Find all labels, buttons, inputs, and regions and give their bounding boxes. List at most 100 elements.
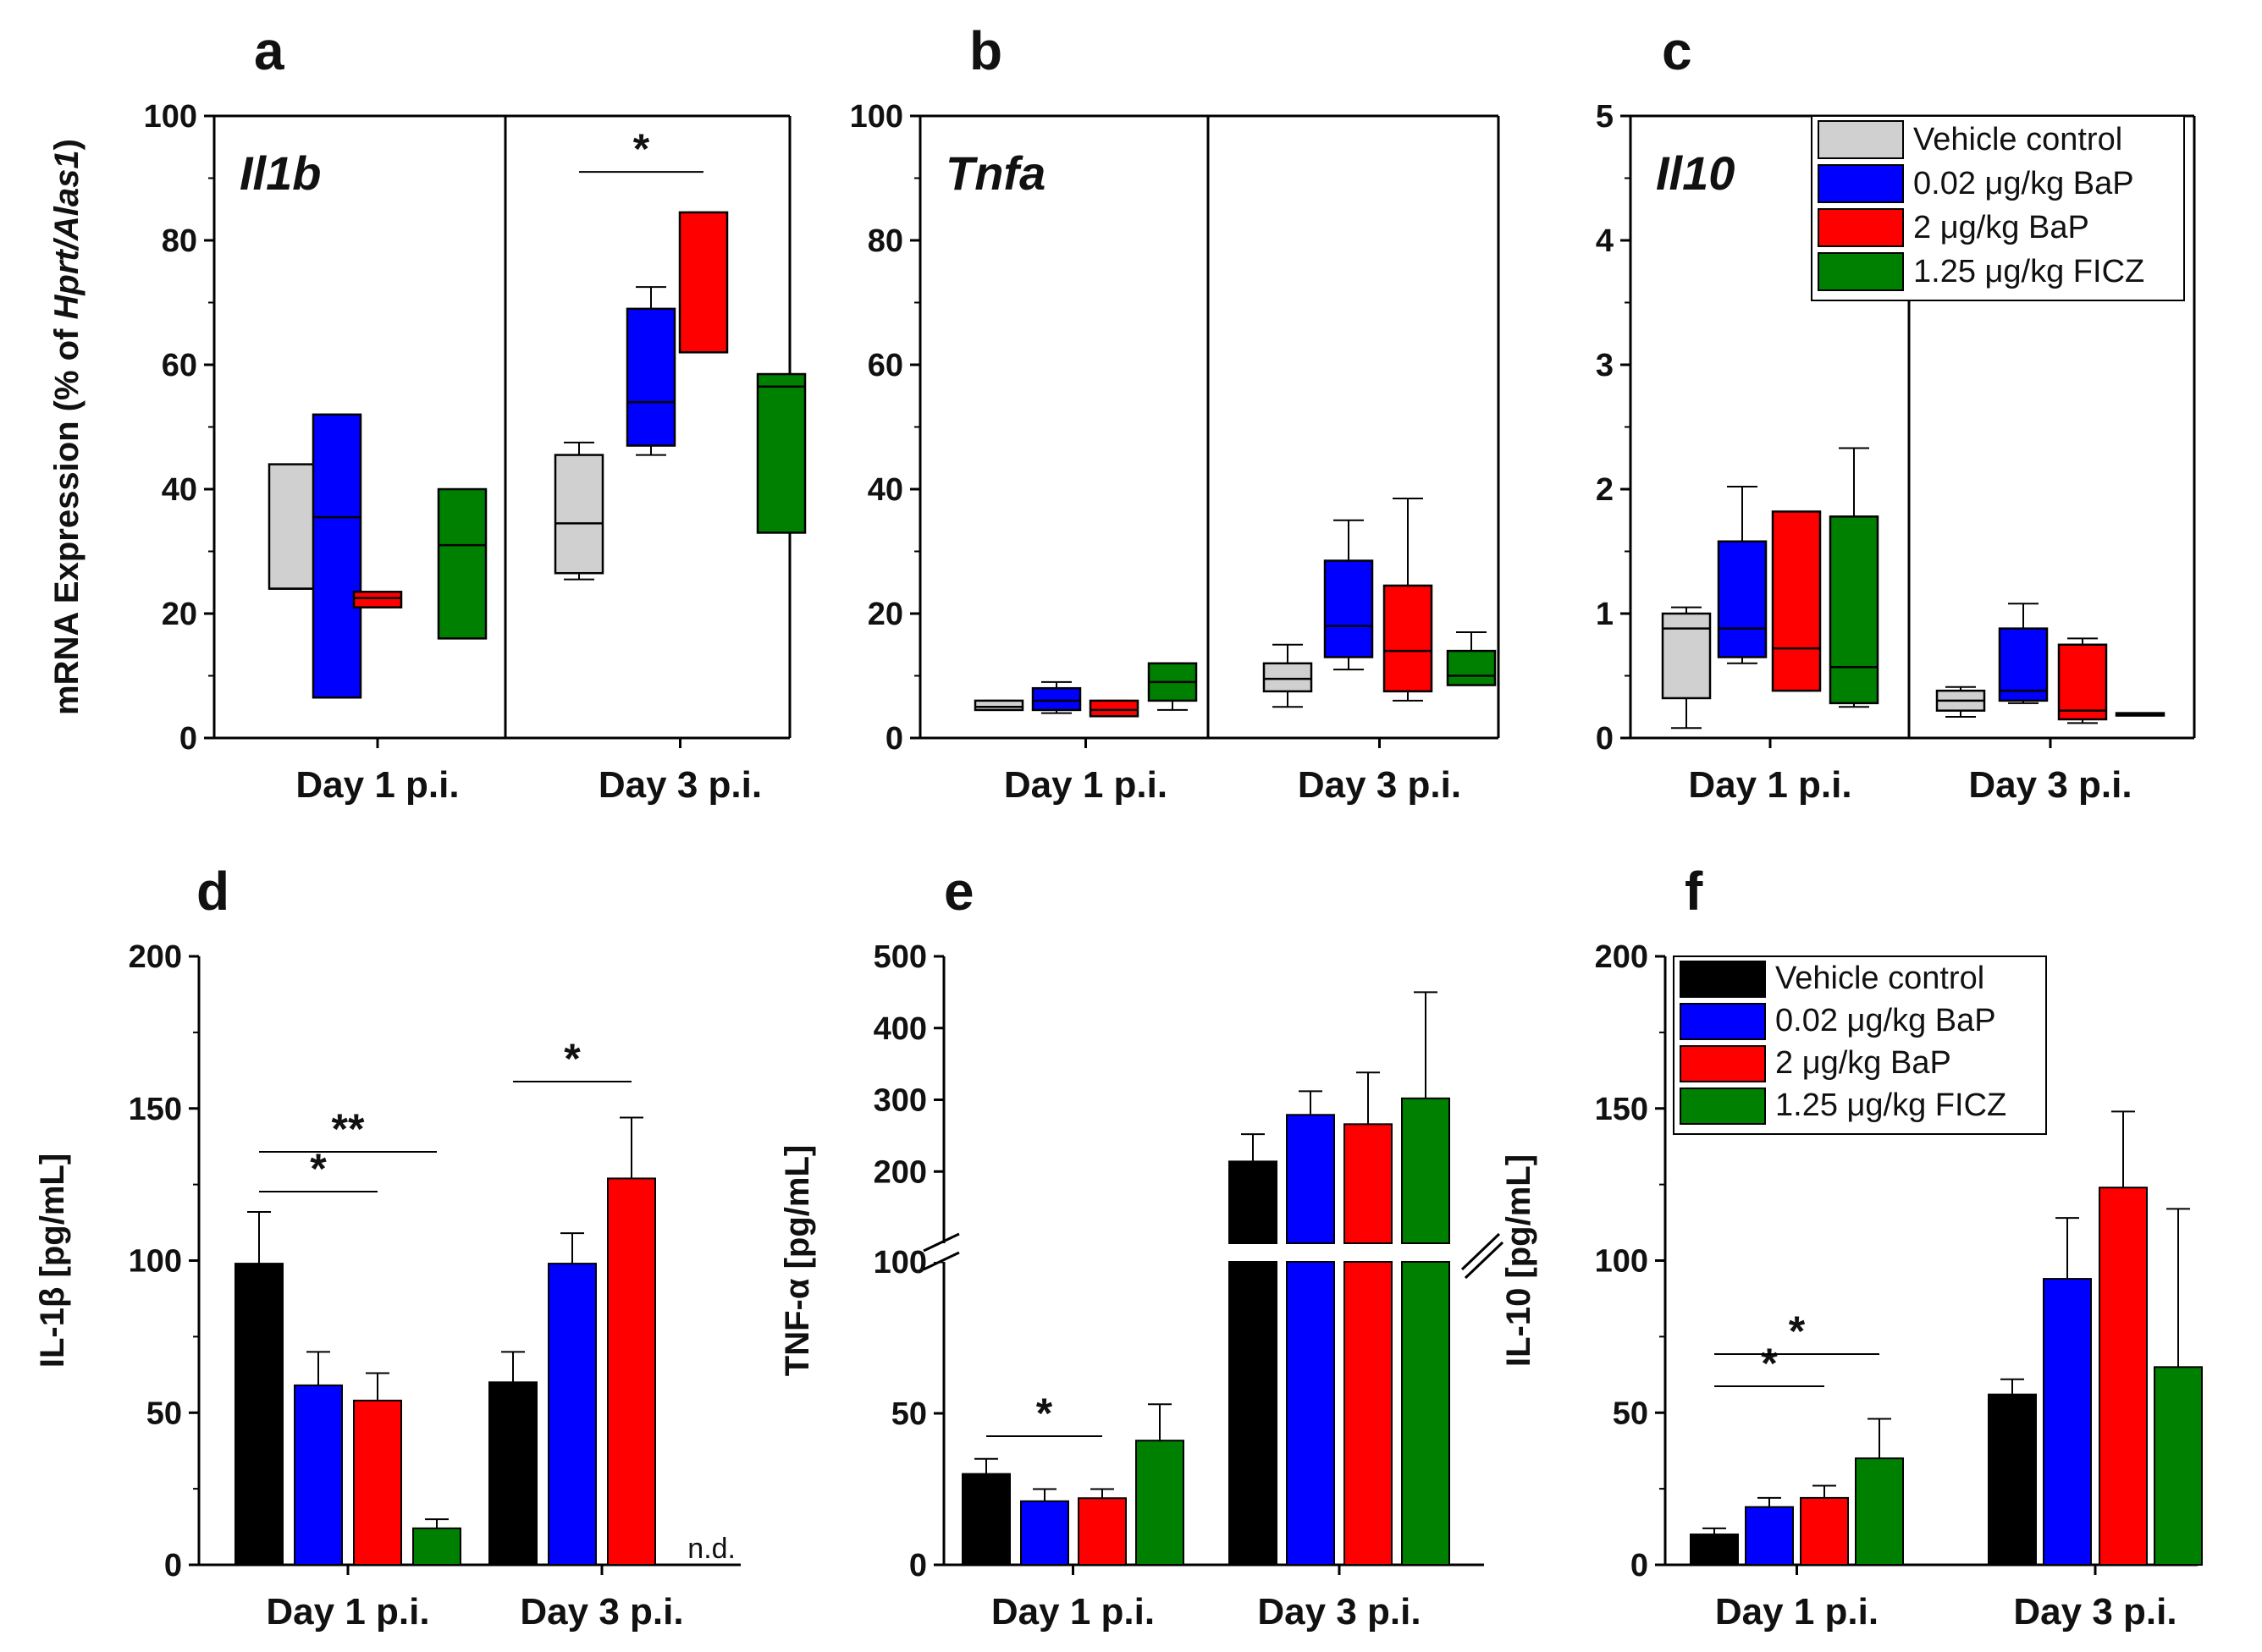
bar <box>548 1263 597 1566</box>
box-iqr <box>756 372 807 534</box>
bar <box>234 1263 284 1566</box>
bar <box>1078 1497 1127 1566</box>
box-iqr <box>1089 699 1139 718</box>
bar-vehicle-control <box>1228 1133 1277 1566</box>
box-1-25-g-kg-ficz <box>1829 447 1879 708</box>
bar-lower <box>1228 1261 1277 1566</box>
box-0-02-g-kg-bap <box>626 286 676 456</box>
box-iqr <box>626 307 676 447</box>
bar-upper <box>1286 1114 1335 1244</box>
box-0-02-g-kg-bap <box>1717 486 1768 664</box>
box-2-g-kg-bap <box>352 591 403 608</box>
y-tick-label: 500 <box>874 939 927 975</box>
axis-break-gap <box>927 1243 961 1262</box>
y-tick-label: 0 <box>179 721 197 757</box>
box-0-02-g-kg-bap <box>1998 603 2049 704</box>
bar-0-02-g-kg-bap <box>1020 1488 1069 1566</box>
bar-lower <box>1343 1261 1393 1566</box>
box-iqr <box>554 454 604 575</box>
bar-2-g-kg-bap <box>2099 1110 2148 1566</box>
bar-1-25-g-kg-ficz <box>1401 991 1450 1566</box>
bar-2-g-kg-bap <box>1078 1488 1127 1566</box>
box-iqr <box>1717 540 1768 658</box>
box-iqr <box>312 413 362 699</box>
panel-label-f: f <box>1685 861 1703 922</box>
panel-label-e: e <box>944 861 974 922</box>
box-iqr <box>2057 643 2108 721</box>
bar-1-25-g-kg-ficz <box>1135 1403 1184 1566</box>
legend-label: Vehicle control <box>1913 122 2122 157</box>
bar-lower <box>1286 1261 1335 1566</box>
y-tick-label: 40 <box>868 472 903 508</box>
box-0-02-g-kg-bap <box>312 413 362 699</box>
bar <box>1855 1457 1904 1567</box>
significance-star: * <box>633 125 650 173</box>
bar-2-g-kg-bap <box>607 1116 656 1567</box>
y-tick-label: 0 <box>164 1548 182 1583</box>
bar-1-25-g-kg-ficz <box>412 1518 461 1566</box>
category-label: Day 1 p.i. <box>991 1591 1155 1633</box>
panel-f: f IL-10 [pg/mL] 0 50 100 150 200 Day 1 p.i. Day … <box>1500 861 2203 1633</box>
y-tick-label: 50 <box>1613 1396 1648 1431</box>
legend-swatch <box>1818 208 1904 247</box>
box-2-g-kg-bap <box>1771 510 1822 692</box>
y-tick-label: 60 <box>868 348 903 383</box>
y-tick-label: 400 <box>874 1011 927 1047</box>
gene-label: Il1b <box>240 146 321 200</box>
legend-label: 1.25 μg/kg FICZ <box>1775 1088 2006 1123</box>
y-tick-label: 300 <box>874 1083 927 1119</box>
bar <box>2099 1187 2148 1566</box>
bar <box>1135 1440 1184 1566</box>
y-axis-label: IL-1β [pg/mL] <box>34 1154 71 1368</box>
box-0-02-g-kg-bap <box>1031 680 1082 714</box>
y-tick-label: 3 <box>1596 348 1614 383</box>
box-1-25-g-kg-ficz <box>437 487 488 640</box>
box-iqr <box>1661 612 1712 700</box>
y-axis-label: TNF-α [pg/mL] <box>779 1145 816 1376</box>
bar-0-02-g-kg-bap <box>294 1351 343 1567</box>
significance-star: * <box>564 1035 581 1082</box>
y-tick-label: 100 <box>850 99 903 135</box>
y-tick-label: 150 <box>1595 1092 1648 1127</box>
y-axis-label-part: ) <box>48 139 86 150</box>
bar <box>412 1527 461 1566</box>
bar <box>488 1381 538 1567</box>
legend-label: 2 μg/kg BaP <box>1913 210 2089 245</box>
panel-e: e TNF-α [pg/mL] 0 50 100 200 300 400 500 Day 1 p.… <box>779 861 1504 1633</box>
box-iqr <box>352 591 403 608</box>
box-iqr <box>1998 627 2049 702</box>
category-label: Day 3 p.i. <box>1257 1591 1421 1633</box>
y-tick-label: 60 <box>162 348 197 383</box>
category-label: Day 3 p.i. <box>599 764 762 806</box>
y-tick-label: 100 <box>129 1244 182 1280</box>
box-iqr <box>437 487 488 640</box>
panel-label-d: d <box>196 861 229 922</box>
category-label: Day 1 p.i. <box>266 1591 429 1633</box>
bar <box>962 1473 1011 1566</box>
y-tick-label: 100 <box>874 1245 927 1280</box>
box-2-g-kg-bap <box>2057 637 2108 724</box>
box-vehicle-control <box>1262 643 1313 708</box>
significance-star: * <box>1036 1390 1053 1437</box>
y-tick-label: 0 <box>1596 721 1614 757</box>
y-tick-label: 200 <box>129 939 182 975</box>
box-iqr <box>974 699 1024 712</box>
box-0-02-g-kg-bap <box>1323 519 1374 671</box>
y-tick-label: 50 <box>891 1396 927 1432</box>
bar-2-g-kg-bap <box>353 1372 402 1566</box>
box-iqr <box>268 463 318 590</box>
box-1-25-g-kg-ficz <box>1446 631 1497 686</box>
y-tick-label: 5 <box>1596 99 1614 135</box>
bar-0-02-g-kg-bap <box>1745 1496 1794 1566</box>
y-axis-label: mRNA Expression (% of Hprt/Alas1) <box>48 139 86 715</box>
legend-label: 1.25 μg/kg FICZ <box>1913 254 2144 289</box>
axis-break-mark <box>1464 1241 1504 1280</box>
bar-2-g-kg-bap <box>1343 1071 1393 1566</box>
axis-break-mark <box>1460 1232 1501 1271</box>
bar <box>1745 1506 1794 1566</box>
y-tick-label: 150 <box>129 1092 182 1127</box>
box-2-g-kg-bap <box>1089 699 1139 718</box>
box-iqr <box>1262 662 1313 693</box>
bar <box>1020 1500 1069 1566</box>
